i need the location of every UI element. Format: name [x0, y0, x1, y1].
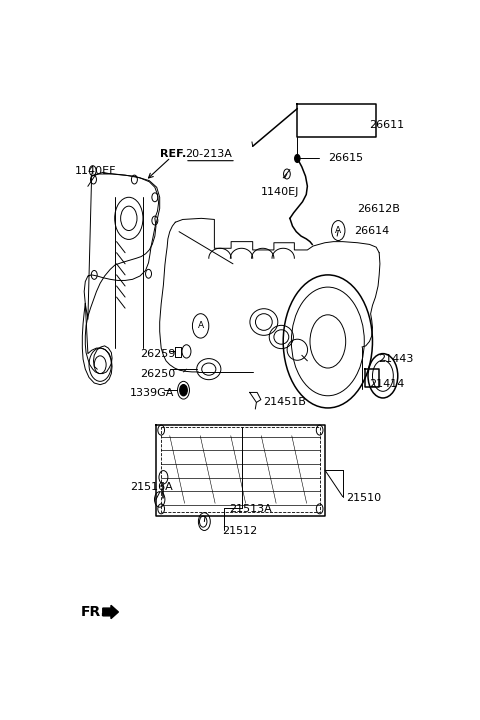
Text: 26259: 26259 [140, 348, 175, 359]
Text: 26611: 26611 [369, 120, 404, 130]
Text: 26615: 26615 [328, 153, 363, 163]
Circle shape [295, 155, 300, 162]
Text: 21513A: 21513A [229, 504, 272, 514]
Text: 1339GA: 1339GA [130, 388, 174, 398]
Text: 26614: 26614 [354, 225, 389, 235]
Text: A: A [335, 226, 341, 235]
Text: 21516A: 21516A [130, 482, 173, 492]
Text: 21451B: 21451B [263, 397, 306, 408]
Text: 21510: 21510 [346, 492, 381, 503]
FancyArrow shape [103, 606, 119, 618]
Text: 26612B: 26612B [358, 204, 400, 215]
Text: 21443: 21443 [378, 354, 413, 364]
Text: FR.: FR. [81, 605, 106, 619]
Text: 1140EF: 1140EF [75, 166, 116, 176]
Text: 20-213A: 20-213A [185, 149, 232, 159]
Text: 26250: 26250 [140, 369, 175, 379]
Text: 21414: 21414 [369, 379, 404, 389]
Text: 21512: 21512 [222, 526, 257, 536]
Circle shape [180, 384, 187, 396]
Text: REF.: REF. [160, 149, 186, 159]
Text: A: A [198, 321, 204, 330]
Text: 1140EJ: 1140EJ [261, 186, 299, 197]
